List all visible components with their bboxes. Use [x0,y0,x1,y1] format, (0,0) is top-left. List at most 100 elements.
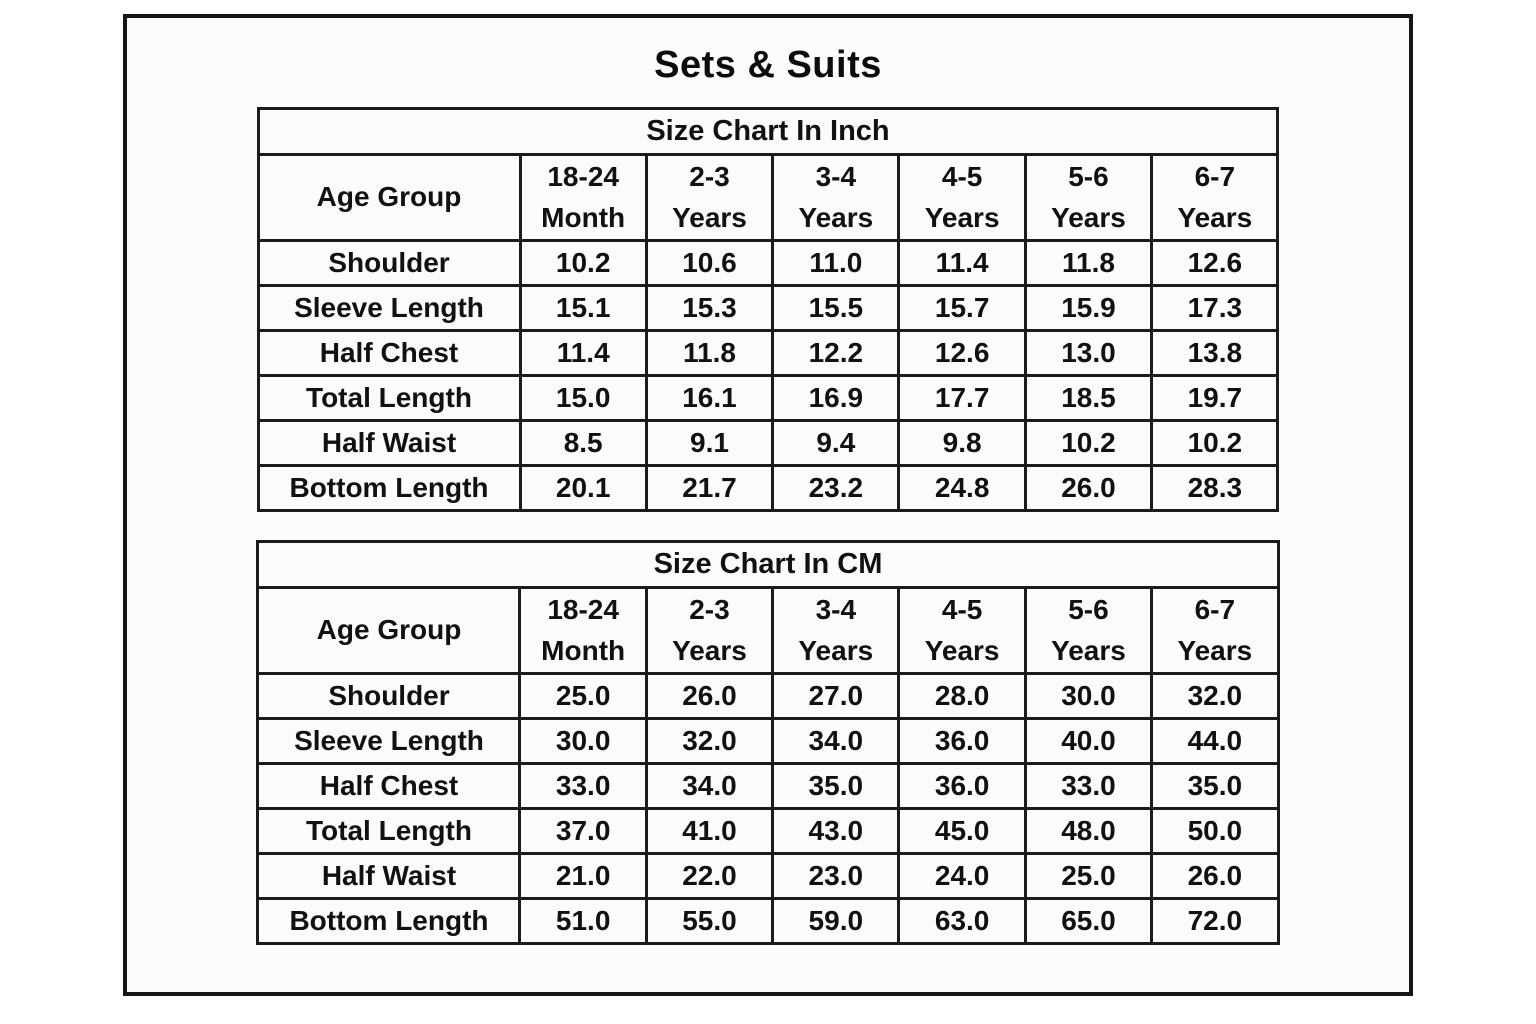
measurement-label: Bottom Length [256,464,522,512]
measurement-value: 35.0 [1150,762,1280,810]
measurement-value: 28.0 [897,672,1027,720]
column-header-label: 3-4 Years [798,593,874,666]
table-caption: Size Chart In Inch [256,107,1280,156]
column-header: 4-5 Years [897,586,1027,675]
measurement-value: 55.0 [644,897,775,945]
column-header: 6-7 Years [1150,586,1280,675]
measurement-value: 34.0 [771,717,901,765]
measurement-label: Half Chest [256,762,522,810]
table-row: Shoulder 10.2 10.6 11.0 11.4 11.8 12.6 [256,239,1280,287]
column-header: 3-4 Years [771,153,901,242]
table-row: Half Chest 33.0 34.0 35.0 36.0 33.0 35.0 [256,762,1280,810]
measurement-value: 26.0 [1023,464,1154,512]
measurement-label: Half Waist [256,852,522,900]
measurement-value: 10.2 [1150,419,1280,467]
measurement-value: 43.0 [771,807,901,855]
measurement-value: 13.0 [1023,329,1154,377]
measurement-value: 12.6 [1150,239,1280,287]
measurement-label: Shoulder [256,672,522,720]
measurement-value: 23.2 [771,464,901,512]
measurement-label: Sleeve Length [256,717,522,765]
measurement-value: 8.5 [518,419,648,467]
measurement-value: 15.7 [897,284,1027,332]
column-header: 2-3 Years [644,586,775,675]
column-header: 18-24 Month [518,153,648,242]
measurement-value: 12.2 [771,329,901,377]
measurement-value: 51.0 [518,897,648,945]
measurement-value: 23.0 [771,852,901,900]
measurement-value: 34.0 [644,762,775,810]
column-header: 5-6 Years [1023,586,1154,675]
measurement-value: 36.0 [897,762,1027,810]
measurement-value: 41.0 [644,807,775,855]
measurement-value: 30.0 [1023,672,1154,720]
measurement-label: Total Length [256,807,522,855]
measurement-value: 26.0 [1150,852,1280,900]
measurement-value: 72.0 [1150,897,1280,945]
table-row: Total Length 37.0 41.0 43.0 45.0 48.0 50.0 [256,807,1280,855]
measurement-value: 24.0 [897,852,1027,900]
table-row: Sleeve Length 15.1 15.3 15.5 15.7 15.9 17.3 [256,284,1280,332]
column-header-label: 3-4 Years [798,160,874,233]
measurement-value: 28.3 [1150,464,1280,512]
table-row: Total Length 15.0 16.1 16.9 17.7 18.5 19.7 [256,374,1280,422]
column-header-label: 4-5 Years [924,593,1000,666]
measurement-value: 21.7 [644,464,775,512]
measurement-value: 17.3 [1150,284,1280,332]
column-header-label: 2-3 Years [672,593,747,666]
column-header: 6-7 Years [1150,153,1280,242]
measurement-value: 11.4 [518,329,648,377]
measurement-value: 12.6 [897,329,1027,377]
measurement-value: 18.5 [1023,374,1154,422]
age-group-header: Age Group [256,586,522,675]
table-row: Half Chest 11.4 11.8 12.2 12.6 13.0 13.8 [256,329,1280,377]
table-row: Half Waist 21.0 22.0 23.0 24.0 25.0 26.0 [256,852,1280,900]
measurement-value: 59.0 [771,897,901,945]
measurement-label: Sleeve Length [256,284,522,332]
measurement-value: 36.0 [897,717,1027,765]
size-chart-inch-table: Size Chart In Inch Age Group 18-24 Month 2-… [256,107,1280,512]
measurement-value: 11.8 [1023,239,1154,287]
measurement-value: 19.7 [1150,374,1280,422]
measurement-value: 16.9 [771,374,901,422]
column-header: 18-24 Month [518,586,648,675]
measurement-value: 32.0 [1150,672,1280,720]
table-row: Bottom Length 20.1 21.7 23.2 24.8 26.0 28.3 [256,464,1280,512]
measurement-value: 10.2 [518,239,648,287]
column-header: 5-6 Years [1023,153,1154,242]
measurement-value: 27.0 [771,672,901,720]
measurement-value: 33.0 [518,762,648,810]
column-header: 2-3 Years [644,153,775,242]
measurement-value: 24.8 [897,464,1027,512]
measurement-value: 15.1 [518,284,648,332]
size-chart-cm-table: Size Chart In CM Age Group 18-24 Month 2-3 … [256,540,1280,945]
measurement-label: Half Chest [256,329,522,377]
measurement-value: 22.0 [644,852,775,900]
table-row: Shoulder 25.0 26.0 27.0 28.0 30.0 32.0 [256,672,1280,720]
measurement-value: 17.7 [897,374,1027,422]
measurement-label: Total Length [256,374,522,422]
column-header-label: 18-24 Month [541,160,626,233]
measurement-value: 16.1 [644,374,775,422]
measurement-value: 10.6 [644,239,775,287]
measurement-label: Bottom Length [256,897,522,945]
measurement-value: 44.0 [1150,717,1280,765]
measurement-value: 48.0 [1023,807,1154,855]
measurement-value: 50.0 [1150,807,1280,855]
table-row: Sleeve Length 30.0 32.0 34.0 36.0 40.0 44.0 [256,717,1280,765]
measurement-label: Half Waist [256,419,522,467]
measurement-value: 32.0 [644,717,775,765]
measurement-value: 15.0 [518,374,648,422]
measurement-value: 20.1 [518,464,648,512]
column-header-label: 18-24 Month [541,593,626,666]
measurement-value: 37.0 [518,807,648,855]
measurement-value: 35.0 [771,762,901,810]
measurement-value: 65.0 [1023,897,1154,945]
table-caption: Size Chart In CM [256,540,1280,589]
column-header-label: 6-7 Years [1177,593,1253,666]
measurement-value: 9.4 [771,419,901,467]
measurement-value: 11.4 [897,239,1027,287]
table-row: Half Waist 8.5 9.1 9.4 9.8 10.2 10.2 [256,419,1280,467]
measurement-value: 26.0 [644,672,775,720]
column-header-label: 5-6 Years [1051,593,1126,666]
